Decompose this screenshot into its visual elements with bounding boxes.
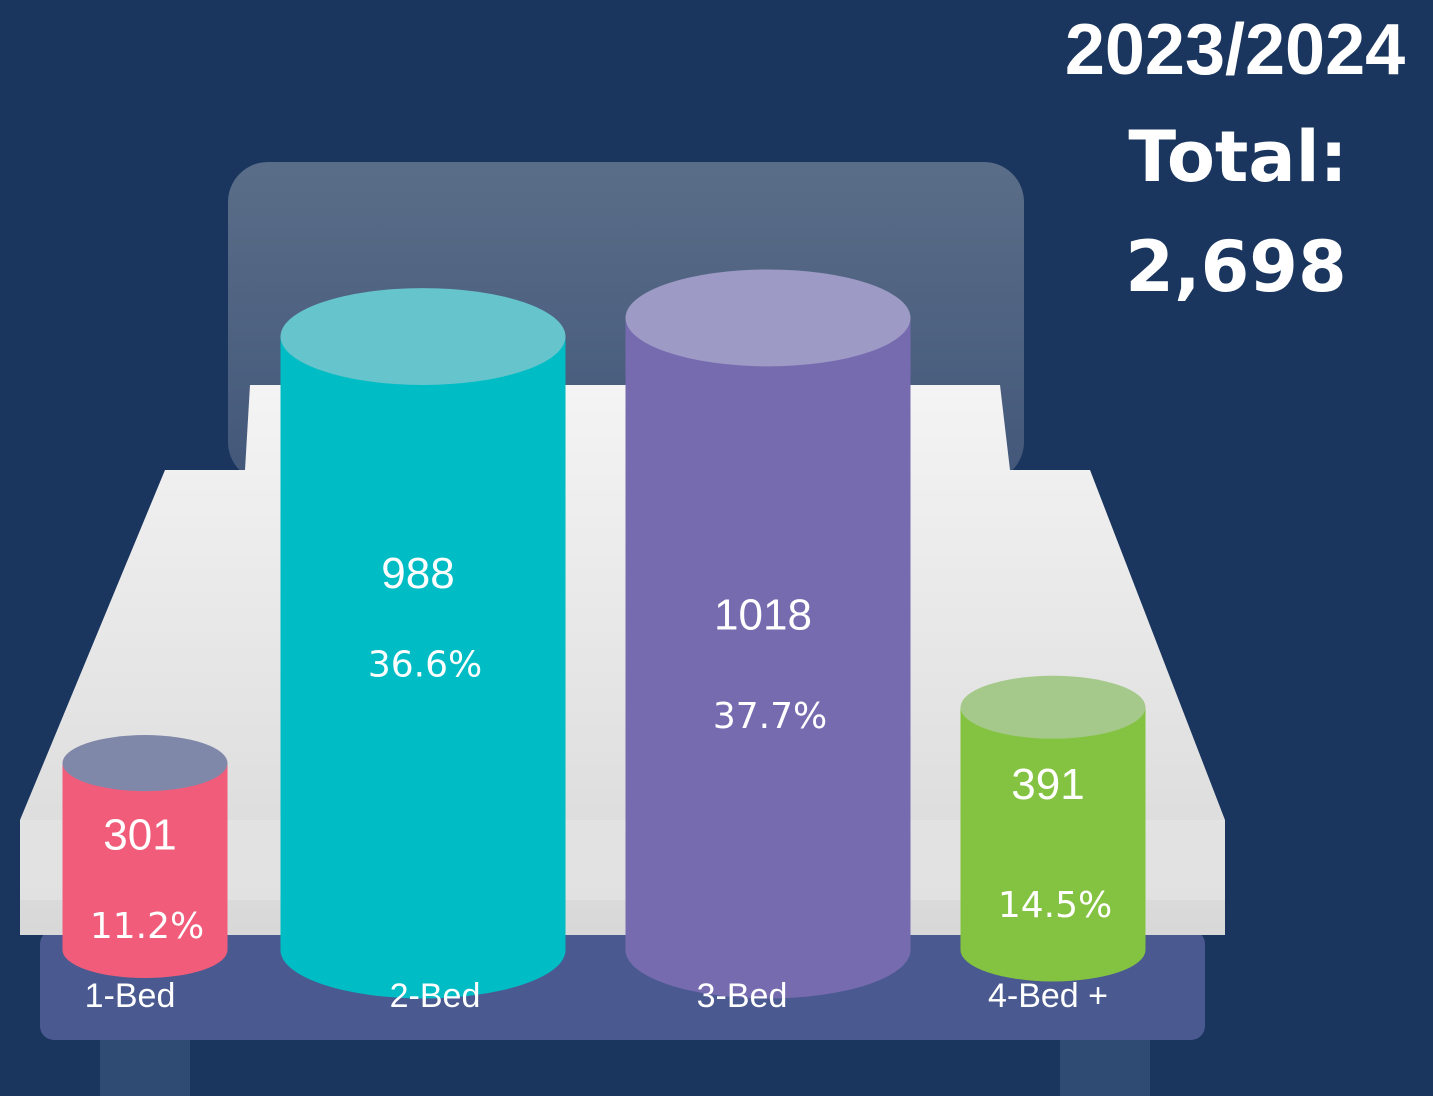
cylinder-body xyxy=(625,317,911,950)
category-label: 2-Bed xyxy=(390,977,481,1015)
share-label: 11.2% xyxy=(90,906,204,947)
cylinder-top xyxy=(960,675,1146,739)
share-label: 36.6% xyxy=(368,645,482,686)
value-label: 988 xyxy=(381,549,454,598)
cylinder-body xyxy=(280,336,566,950)
cylinder-body xyxy=(960,707,1146,950)
title: 2,698 xyxy=(1125,226,1346,308)
cylinder-top xyxy=(280,288,566,385)
category-label: 3-Bed xyxy=(697,977,788,1015)
value-label: 391 xyxy=(1011,760,1084,809)
value-label: 301 xyxy=(103,811,176,860)
category-label: 1-Bed xyxy=(85,977,176,1015)
cylinder-body xyxy=(62,763,228,950)
title: 2023/2024 xyxy=(1065,10,1405,90)
value-label: 1018 xyxy=(714,591,812,640)
cylinder-top xyxy=(625,269,911,367)
share-label: 14.5% xyxy=(998,885,1112,926)
cylinder-top xyxy=(62,735,228,792)
share-label: 37.7% xyxy=(713,696,827,737)
title: Total: xyxy=(1128,116,1347,198)
category-label: 4-Bed + xyxy=(988,977,1108,1015)
